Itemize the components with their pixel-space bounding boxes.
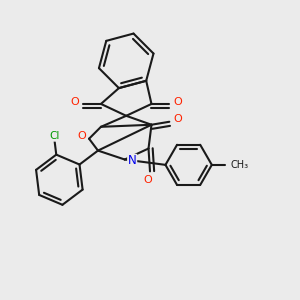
Text: CH₃: CH₃ — [230, 160, 249, 170]
Text: O: O — [143, 175, 152, 185]
Text: O: O — [77, 131, 86, 141]
Text: O: O — [174, 114, 183, 124]
Text: O: O — [173, 98, 182, 107]
Text: N: N — [128, 154, 136, 167]
Text: O: O — [70, 98, 79, 107]
Text: Cl: Cl — [50, 131, 60, 141]
